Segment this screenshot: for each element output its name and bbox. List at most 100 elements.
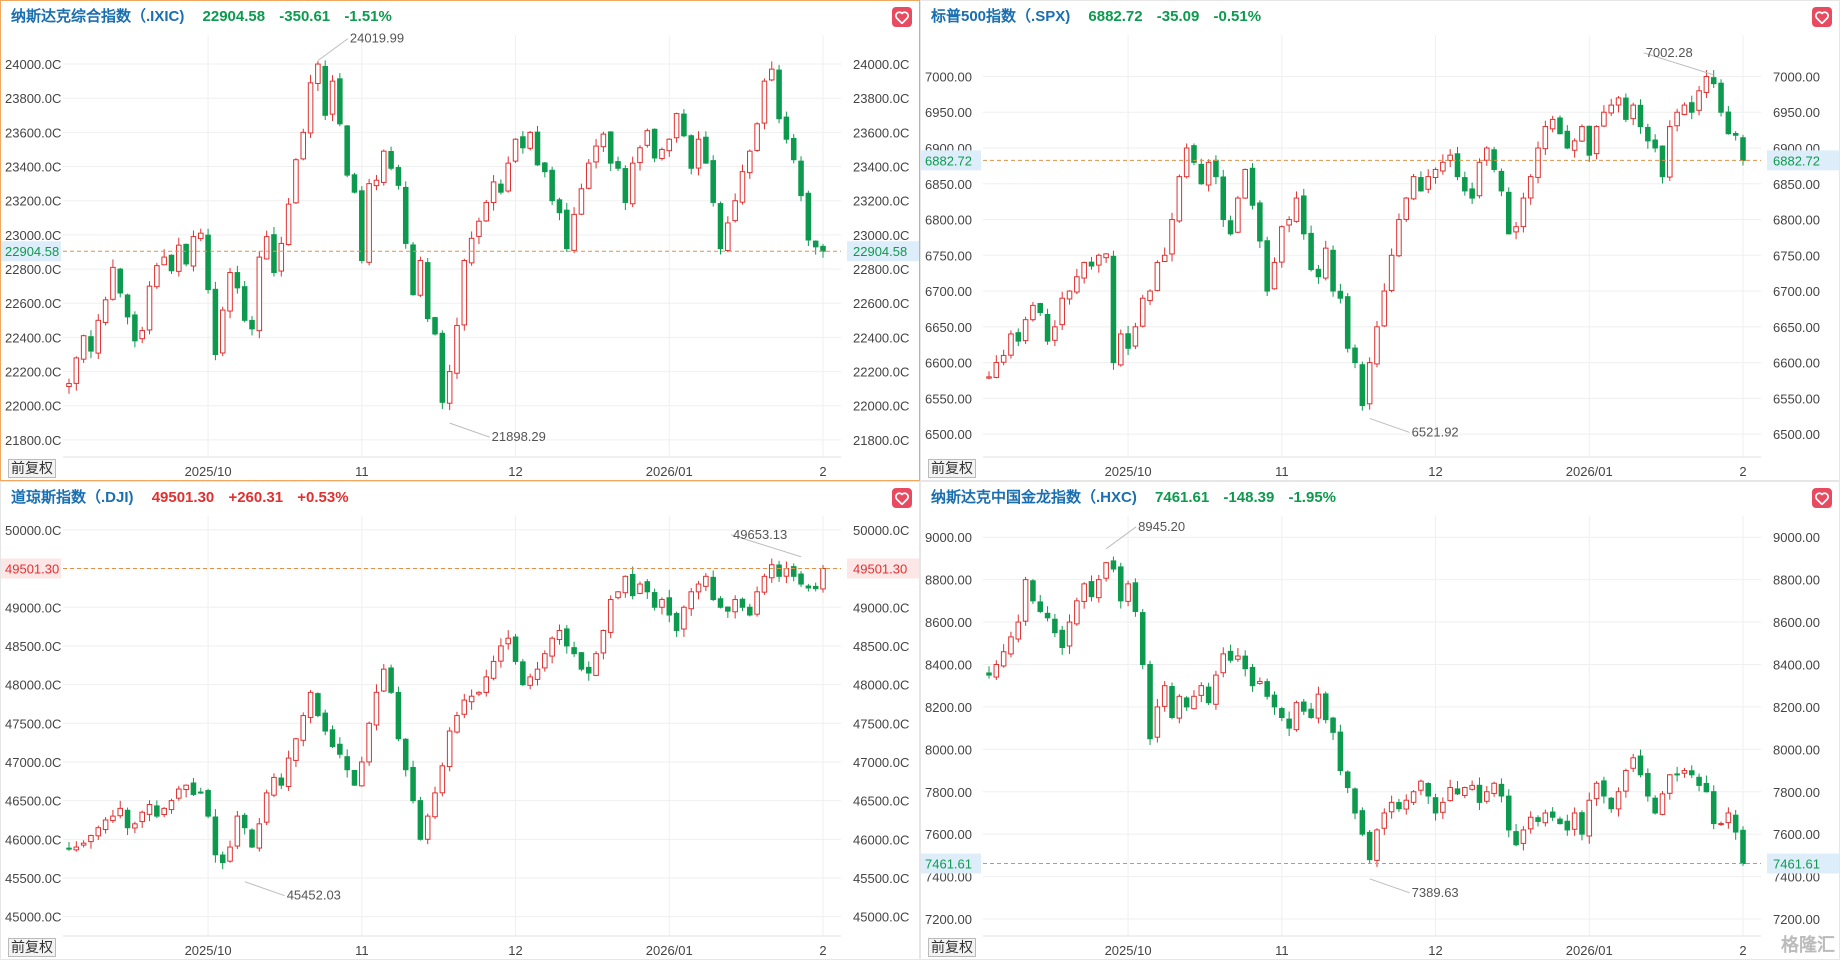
candle-body [176, 244, 182, 272]
index-name[interactable]: 标普500指数（.SPX) [931, 8, 1071, 25]
candle-body [1454, 153, 1461, 178]
candle-body [520, 661, 526, 686]
x-tick-label: 2025/10 [1105, 943, 1152, 958]
candle-body [739, 171, 746, 203]
x-tick-label: 2026/01 [646, 943, 693, 958]
candle-body [132, 314, 138, 342]
candle-body [366, 183, 372, 263]
candle-body [227, 271, 233, 312]
candle-body [1403, 799, 1410, 810]
y-tick-label: 6750.00 [1773, 248, 1820, 263]
candle-body [659, 148, 665, 160]
candle-body [651, 128, 658, 159]
candle-body [1418, 177, 1424, 192]
y-tick-label: 7800.00 [1773, 785, 1820, 800]
y-tick-label: 7000.00 [925, 69, 972, 84]
candle-body [454, 324, 460, 374]
adjust-mode-button[interactable]: 前复权 [928, 459, 976, 478]
index-price: 49501.30 [151, 489, 215, 506]
candle-body [1703, 75, 1710, 93]
candle-body [673, 113, 680, 139]
candle-body [1227, 220, 1234, 235]
y-tick-label: 22800.0C [853, 262, 909, 277]
y-tick-label: 21800.0C [5, 433, 61, 448]
candle-body [1242, 655, 1248, 670]
candle-body [1279, 708, 1285, 719]
candle-body [1293, 197, 1300, 222]
sp500-panel[interactable]: 标普500指数（.SPX) 6882.72 -35.09 -0.51% 6500… [920, 0, 1840, 481]
y-tick-label: 45000.0C [5, 910, 61, 925]
x-tick-label: 11 [1275, 943, 1289, 958]
adjust-mode-button[interactable]: 前复权 [928, 938, 976, 957]
candle-body [1066, 290, 1073, 300]
candle-body [1110, 560, 1117, 570]
y-tick-label: 22600.0C [5, 296, 61, 311]
index-name[interactable]: 纳斯达克中国金龙指数（.HXC) [931, 489, 1137, 506]
candle-body [395, 167, 402, 186]
candle-body [234, 815, 241, 847]
candle-body [1410, 176, 1417, 200]
candle-body [644, 130, 651, 146]
candle-body [1564, 820, 1571, 831]
candle-body [373, 691, 380, 726]
candle-body [1571, 812, 1578, 830]
candle-body [1000, 651, 1007, 667]
x-tick-label: 2025/10 [185, 943, 232, 958]
candle-body [717, 598, 724, 608]
candle-body [263, 792, 270, 823]
candle-body [1044, 313, 1051, 342]
candle-body [1484, 791, 1490, 802]
favorite-heart-button[interactable] [892, 7, 912, 27]
y-tick-label: 22400.0C [5, 330, 61, 345]
candle-body [1557, 117, 1563, 135]
candle-body [1623, 770, 1629, 792]
candle-body [739, 598, 746, 608]
candle-body [1374, 326, 1380, 365]
current-price-label-right: 49501.30 [853, 561, 907, 576]
candle-body [1659, 793, 1666, 815]
china-golden-dragon-panel[interactable]: 纳斯达克中国金龙指数（.HXC) 7461.61 -148.39 -1.95% … [920, 481, 1840, 960]
candle-body [666, 138, 673, 152]
candle-body [454, 715, 460, 733]
candle-body [241, 814, 248, 829]
favorite-heart-button[interactable] [892, 488, 912, 508]
candle-body [1352, 788, 1358, 814]
candle-body [388, 150, 394, 169]
candle-body [300, 131, 307, 160]
y-tick-label: 7000.00 [1773, 69, 1820, 84]
candle-body [1308, 232, 1314, 271]
candle-body [66, 847, 72, 850]
y-tick-label: 6800.00 [925, 213, 972, 228]
adjust-mode-button[interactable]: 前复权 [8, 459, 56, 478]
candle-body [534, 131, 541, 166]
candle-body [1418, 780, 1424, 791]
index-name[interactable]: 纳斯达克综合指数（.IXIC) [11, 8, 185, 25]
candle-body [161, 256, 167, 266]
y-tick-label: 8400.00 [1773, 657, 1820, 672]
favorite-heart-button[interactable] [1812, 7, 1832, 27]
nasdaq-composite-panel[interactable]: 纳斯达克综合指数（.IXIC) 22904.58 -350.61 -1.51% … [0, 0, 920, 481]
candle-body [424, 262, 431, 320]
current-price-label-left: 6882.72 [925, 153, 972, 168]
candle-body [1205, 686, 1212, 704]
favorite-heart-button[interactable] [1812, 488, 1832, 508]
candle-body [637, 583, 643, 594]
candle-body [534, 668, 541, 680]
candle-body [1169, 219, 1175, 255]
candle-body [1571, 140, 1578, 151]
adjust-mode-button[interactable]: 前复权 [8, 938, 56, 957]
x-tick-label: 2 [1739, 464, 1746, 479]
current-price-tag-left [921, 853, 981, 874]
y-tick-label: 8600.00 [1773, 615, 1820, 630]
candle-body [1257, 680, 1263, 684]
y-tick-label: 9000.00 [925, 530, 972, 545]
candle-body [1286, 219, 1292, 226]
candle-body [622, 575, 629, 594]
candle-body [1381, 290, 1388, 327]
dow-jones-panel[interactable]: 道琼斯指数（.DJI) 49501.30 +260.31 +0.53% 4500… [0, 481, 920, 960]
candle-body [527, 676, 533, 686]
candle-body [600, 629, 607, 654]
y-tick-label: 48500.0C [5, 639, 61, 654]
index-name[interactable]: 道琼斯指数（.DJI) [11, 489, 134, 506]
